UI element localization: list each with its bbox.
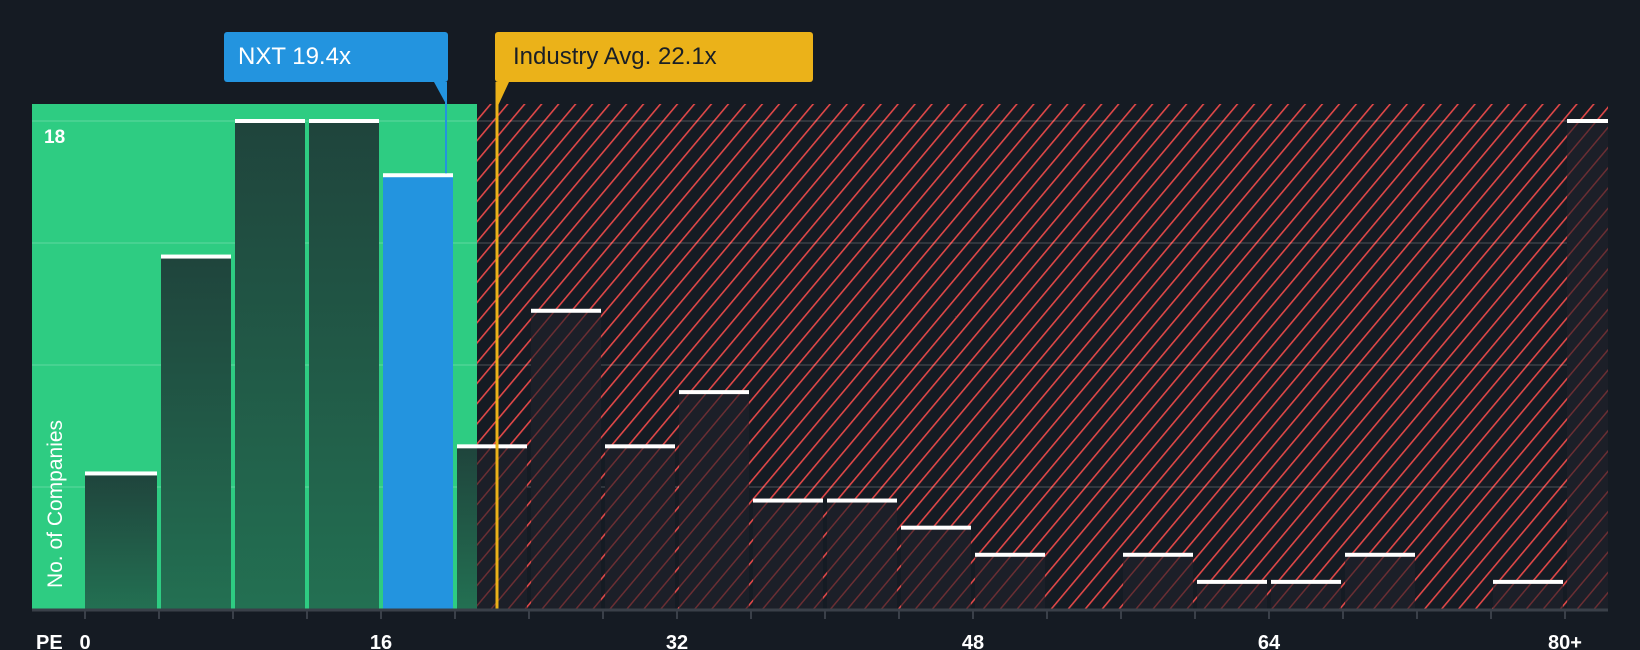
bar-top-cap <box>457 444 527 449</box>
bar-top-cap <box>309 119 379 123</box>
histogram-bar <box>901 527 971 609</box>
histogram-bar <box>1271 581 1341 609</box>
histogram-bar <box>235 121 305 609</box>
bar-top-cap <box>1345 552 1415 557</box>
company-bar <box>383 175 453 609</box>
company-callout-pointer <box>434 82 446 104</box>
x-tick-label: 48 <box>962 632 984 650</box>
bar-top-cap <box>235 119 305 123</box>
histogram-bar <box>161 256 231 609</box>
bar-top-cap <box>679 390 749 395</box>
bar-top-cap <box>753 498 823 503</box>
x-axis-title: PE <box>36 632 63 650</box>
histogram-bar <box>753 500 823 609</box>
bar-top-cap <box>975 552 1045 557</box>
x-tick-label: 16 <box>370 632 392 650</box>
x-tick-label: 32 <box>666 632 688 650</box>
histogram-bar <box>85 473 157 609</box>
industry-avg-label: Industry Avg. 22.1x <box>513 43 717 70</box>
company-pe-callout: NXT 19.4x <box>224 32 448 82</box>
bar-top-cap <box>605 444 675 449</box>
histogram-bar <box>457 446 477 609</box>
bar-top-cap <box>161 254 231 259</box>
histogram-bar <box>1123 554 1193 609</box>
bar-top-cap <box>827 498 897 503</box>
bar-top-cap <box>531 308 601 313</box>
bar-top-cap <box>1197 579 1267 584</box>
y-tick-label: 18 <box>44 127 65 148</box>
industry-avg-callout: Industry Avg. 22.1x <box>495 32 813 82</box>
histogram-bar <box>531 310 601 609</box>
bar-top-cap <box>1493 579 1563 584</box>
x-tick-label: 64 <box>1258 632 1281 650</box>
company-pe-label: NXT 19.4x <box>238 43 351 70</box>
histogram-bar <box>1197 581 1267 609</box>
histogram-bar <box>1345 554 1415 609</box>
bar-top-cap <box>1567 119 1608 123</box>
bar-top-cap <box>901 525 971 530</box>
bar-top-cap <box>1123 552 1193 557</box>
histogram-bar <box>679 392 749 609</box>
y-axis-title: No. of Companies <box>44 420 67 588</box>
x-tick-label: 80+ <box>1548 632 1582 650</box>
industry-callout-pointer <box>496 82 509 110</box>
bar-top-cap <box>85 471 157 476</box>
bar-top-cap <box>383 173 453 178</box>
histogram-bar <box>975 554 1045 609</box>
histogram-bar <box>1567 121 1608 609</box>
x-tick-label: 0 <box>79 632 90 650</box>
histogram-bar <box>605 446 675 609</box>
bar-top-cap <box>1271 579 1341 584</box>
histogram-bar <box>1493 581 1563 609</box>
histogram-bar <box>309 121 379 609</box>
histogram-bar <box>477 446 527 609</box>
histogram-bar <box>827 500 897 609</box>
